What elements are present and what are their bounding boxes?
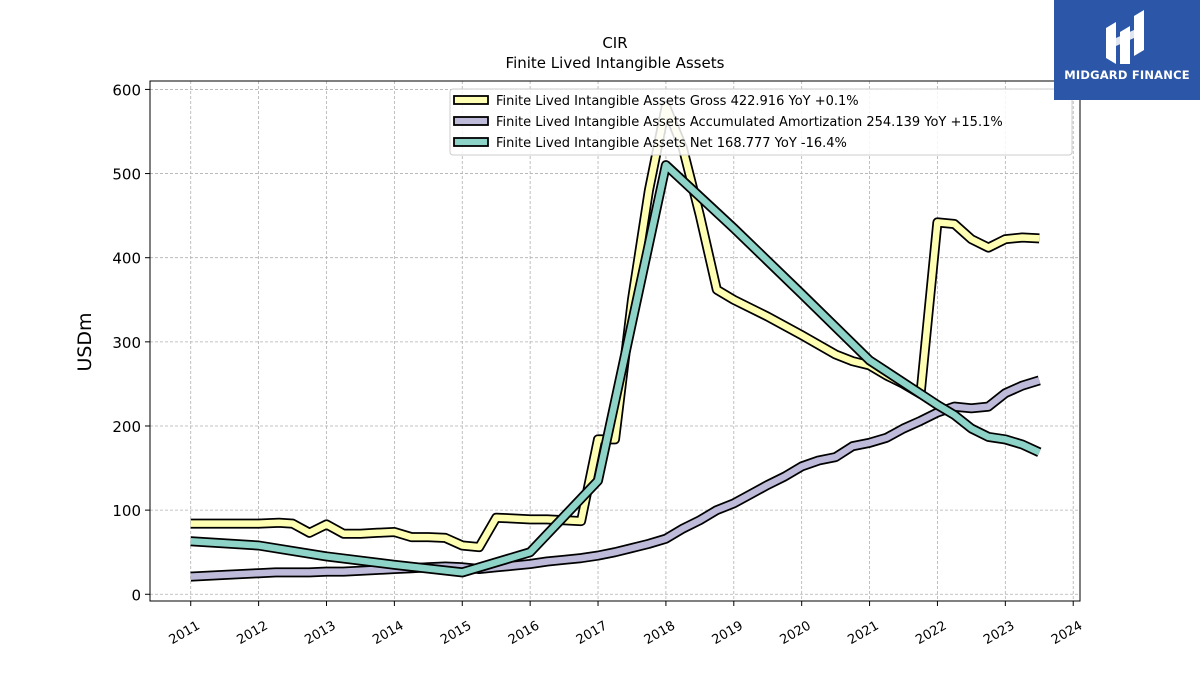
y-tick-label: 500 (112, 166, 141, 184)
series-line (190, 102, 1040, 551)
x-tick-label: 2021 (845, 618, 881, 648)
series-line-outline (190, 101, 1040, 553)
series-line-outline (190, 160, 1042, 578)
x-tick-label: 2013 (302, 618, 338, 648)
plot-frame (149, 80, 1081, 602)
y-tick-label: 600 (112, 81, 141, 99)
x-tick-label: 2017 (574, 618, 610, 648)
logo-text: MIDGARD FINANCE (1064, 68, 1190, 82)
x-tick-label: 2011 (167, 618, 203, 648)
x-tick-label: 2018 (642, 618, 678, 648)
y-axis-label: USDm (74, 312, 96, 371)
x-tick-label: 2020 (778, 618, 814, 648)
x-tick-label: 2016 (506, 618, 542, 648)
legend-swatch (453, 137, 489, 147)
x-tick-label: 2024 (1049, 618, 1085, 648)
x-tick-label: 2015 (438, 618, 474, 648)
chart-title: CIR (602, 34, 627, 52)
y-tick-label: 0 (131, 586, 141, 604)
x-tick-label: 2023 (981, 618, 1017, 648)
legend-entry-label: Finite Lived Intangible Assets Net 168.7… (496, 136, 847, 151)
legend-swatch (453, 95, 489, 105)
legend-swatch (453, 116, 489, 126)
grid (150, 81, 1080, 601)
y-tick-label: 100 (112, 502, 141, 520)
x-tick-label: 2022 (913, 618, 949, 648)
x-tick-label: 2012 (234, 618, 270, 648)
y-tick-label: 400 (112, 250, 141, 268)
legend-box (449, 88, 1073, 156)
series-line (190, 377, 1041, 580)
logo-mark-icon (1106, 10, 1144, 64)
legend-entry-label: Finite Lived Intangible Assets Accumulat… (496, 115, 1003, 130)
series-group (190, 101, 1042, 582)
chart-subtitle: Finite Lived Intangible Assets (506, 54, 725, 72)
series-line (190, 161, 1041, 576)
midgard-finance-logo: MIDGARD FINANCE (1054, 0, 1200, 100)
x-tick-label: 2019 (710, 618, 746, 648)
y-tick-label: 200 (112, 418, 141, 436)
y-tick-label: 300 (112, 334, 141, 352)
legend-entry-label: Finite Lived Intangible Assets Gross 422… (496, 94, 859, 109)
legend: Finite Lived Intangible Assets Gross 422… (449, 88, 1073, 156)
x-tick-label: 2014 (370, 618, 406, 648)
